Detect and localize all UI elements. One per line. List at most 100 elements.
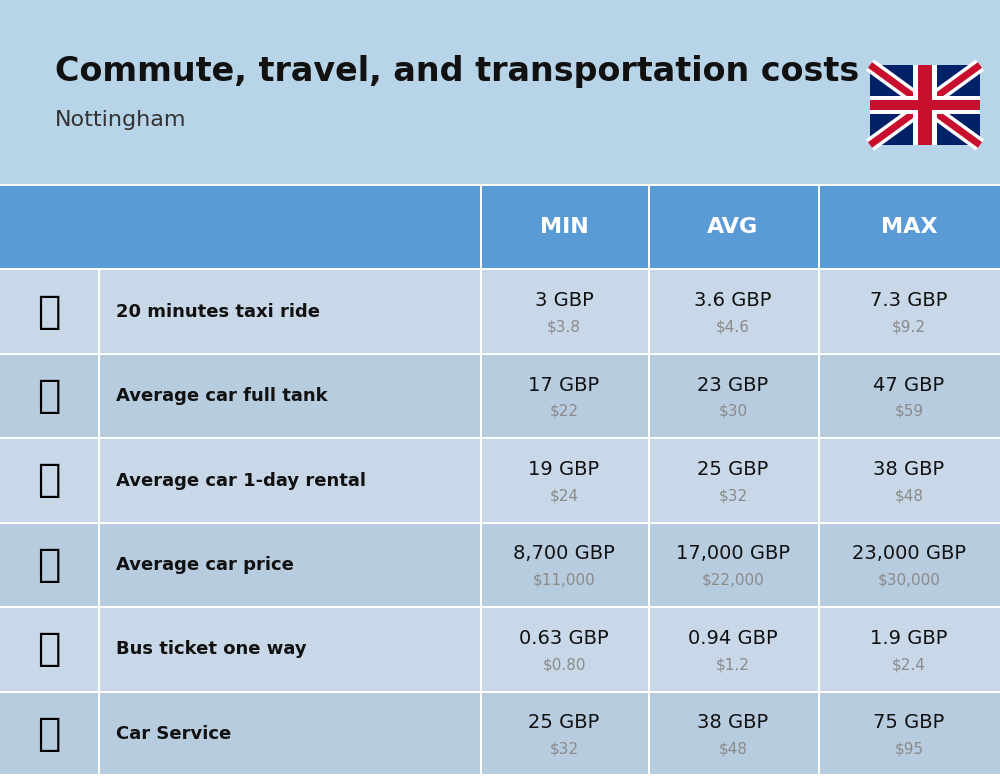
Text: 0.94 GBP: 0.94 GBP [688, 629, 778, 648]
Bar [648, 607, 650, 691]
Text: $32: $32 [549, 742, 579, 757]
Text: $0.80: $0.80 [542, 657, 586, 672]
Bar [870, 65, 980, 145]
Bar [98, 438, 100, 523]
Text: 25 GBP: 25 GBP [528, 713, 600, 733]
Text: 23 GBP: 23 GBP [697, 376, 769, 394]
Bar [918, 65, 932, 145]
Bar [818, 691, 820, 776]
Bar [0, 185, 1000, 269]
Bar [870, 100, 980, 110]
Text: 🚗: 🚗 [37, 546, 61, 584]
Text: 47 GBP: 47 GBP [873, 376, 945, 394]
Text: $9.2: $9.2 [892, 320, 926, 334]
Text: Average car full tank: Average car full tank [116, 387, 328, 405]
Text: ⛽: ⛽ [37, 377, 61, 415]
Text: 3.6 GBP: 3.6 GBP [694, 291, 772, 310]
Text: Average car 1-day rental: Average car 1-day rental [116, 472, 366, 490]
Text: Car Service: Car Service [116, 725, 231, 743]
Text: 🔧: 🔧 [37, 715, 61, 753]
Text: $30: $30 [718, 404, 748, 419]
Bar [648, 354, 650, 438]
Bar [818, 185, 820, 269]
Text: $4.6: $4.6 [716, 320, 750, 334]
Text: $48: $48 [718, 742, 748, 757]
Text: $1.2: $1.2 [716, 657, 750, 672]
Bar [818, 354, 820, 438]
Bar [648, 523, 650, 607]
Bar [0, 354, 1000, 438]
Text: 8,700 GBP: 8,700 GBP [513, 545, 615, 563]
Bar [0, 268, 1000, 270]
Bar [0, 438, 1000, 439]
Text: 75 GBP: 75 GBP [873, 713, 945, 733]
Bar [870, 96, 980, 114]
Bar [480, 438, 482, 523]
Bar [98, 523, 100, 607]
Bar [98, 691, 100, 776]
Text: 17,000 GBP: 17,000 GBP [676, 545, 790, 563]
Text: $48: $48 [895, 488, 924, 503]
Bar [480, 269, 482, 354]
Text: 🚗: 🚗 [37, 462, 61, 500]
Text: $22: $22 [550, 404, 578, 419]
Bar [480, 354, 482, 438]
Bar [0, 606, 1000, 608]
Text: 23,000 GBP: 23,000 GBP [852, 545, 966, 563]
Bar [0, 353, 1000, 355]
Text: $59: $59 [894, 404, 924, 419]
Bar [818, 607, 820, 691]
Text: 25 GBP: 25 GBP [697, 460, 769, 479]
Bar [0, 269, 1000, 354]
Bar [480, 691, 482, 776]
Text: $11,000: $11,000 [533, 573, 595, 587]
Bar [0, 184, 1000, 186]
Text: 🚌: 🚌 [37, 630, 61, 668]
Bar [648, 269, 650, 354]
Text: 1.9 GBP: 1.9 GBP [870, 629, 948, 648]
Text: 38 GBP: 38 GBP [873, 460, 945, 479]
Bar [818, 438, 820, 523]
Text: $95: $95 [894, 742, 924, 757]
Bar [480, 523, 482, 607]
Text: $22,000: $22,000 [702, 573, 764, 587]
Bar [0, 523, 1000, 607]
Text: $24: $24 [550, 488, 578, 503]
Text: Bus ticket one way: Bus ticket one way [116, 640, 307, 658]
Bar [0, 438, 1000, 523]
Bar [818, 269, 820, 354]
Text: $32: $32 [718, 488, 748, 503]
Bar [913, 65, 937, 145]
Bar [98, 607, 100, 691]
Text: $30,000: $30,000 [878, 573, 940, 587]
Text: 7.3 GBP: 7.3 GBP [870, 291, 948, 310]
Bar [480, 607, 482, 691]
Bar [0, 521, 1000, 524]
Bar [98, 269, 100, 354]
Text: 17 GBP: 17 GBP [528, 376, 600, 394]
Text: 38 GBP: 38 GBP [697, 713, 769, 733]
Text: $3.8: $3.8 [547, 320, 581, 334]
Bar [480, 185, 482, 269]
Bar [0, 691, 1000, 692]
Bar [648, 185, 650, 269]
Text: MAX: MAX [881, 217, 937, 237]
Text: 3 GBP: 3 GBP [535, 291, 593, 310]
Text: 19 GBP: 19 GBP [528, 460, 600, 479]
Text: 20 minutes taxi ride: 20 minutes taxi ride [116, 303, 320, 320]
Text: Commute, travel, and transportation costs: Commute, travel, and transportation cost… [55, 55, 859, 88]
Text: MIN: MIN [540, 217, 588, 237]
Text: 🚕: 🚕 [37, 293, 61, 331]
Bar [98, 354, 100, 438]
Bar [648, 691, 650, 776]
Text: 0.63 GBP: 0.63 GBP [519, 629, 609, 648]
Text: $2.4: $2.4 [892, 657, 926, 672]
Text: AVG: AVG [707, 217, 759, 237]
Bar [0, 774, 1000, 776]
Bar [648, 438, 650, 523]
Bar [818, 523, 820, 607]
Text: Average car price: Average car price [116, 556, 294, 574]
Bar [0, 691, 1000, 776]
Bar [0, 607, 1000, 691]
Text: Nottingham: Nottingham [55, 110, 186, 130]
